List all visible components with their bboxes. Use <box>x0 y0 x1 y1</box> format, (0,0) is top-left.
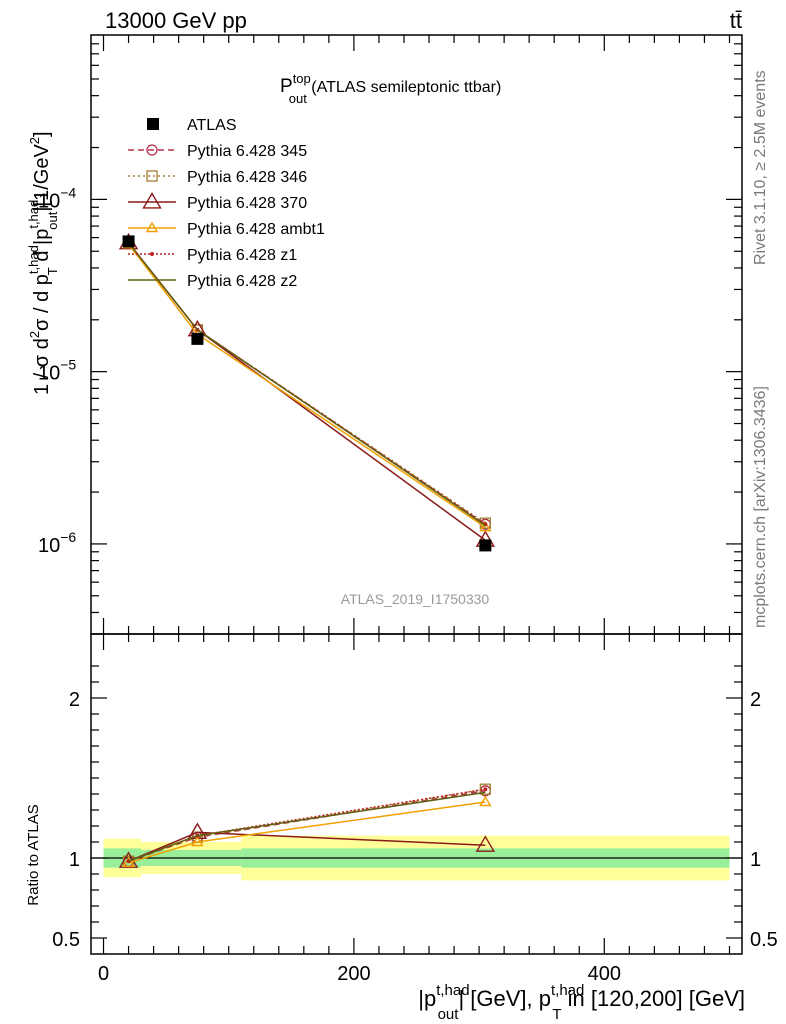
ratio-tick-label-right: 1 <box>750 849 761 871</box>
legend-marker <box>142 192 162 209</box>
series-line <box>127 242 486 527</box>
legend-label: Pythia 6.428 346 <box>187 169 307 186</box>
upper-series <box>118 232 496 552</box>
legend-label: Pythia 6.428 z2 <box>187 273 297 290</box>
ratio-series-point <box>479 783 492 795</box>
data-point <box>122 235 135 248</box>
x-axis-label: |pt,had out| [GeV], pt,had T in [120,200] … <box>418 982 745 1023</box>
ratio-tick-label-right: 0.5 <box>750 929 778 951</box>
plot-title: Ptop out (ATLAS semileptonic ttbar) <box>280 71 501 106</box>
ratio-tick-label-right: 2 <box>750 689 761 711</box>
x-tick-label: 200 <box>337 963 370 985</box>
series-line <box>127 242 486 541</box>
x-tick-label: 0 <box>98 963 109 985</box>
ratio-series-line <box>128 791 486 862</box>
legend-marker <box>150 252 154 256</box>
series-line <box>127 243 486 528</box>
ratio-series <box>118 783 496 868</box>
series-point <box>479 520 492 532</box>
data-point <box>479 539 492 552</box>
ratio-tick-label-left: 0.5 <box>52 929 80 951</box>
legend-entry: Pythia 6.428 345 <box>128 143 307 160</box>
legend-label: ATLAS <box>187 117 237 134</box>
ratio-series-point <box>122 856 135 867</box>
mcplots-label: mcplots.cern.ch [arXiv:1306.3436] <box>752 386 769 628</box>
legend-entry: Pythia 6.428 z1 <box>128 247 297 264</box>
legend-label: Pythia 6.428 370 <box>187 195 307 212</box>
x-tick-label: 400 <box>588 963 621 985</box>
legend: ATLAS Pythia 6.428 345 Pythia 6.428 346 Pyt… <box>128 117 325 290</box>
legend-entry: Pythia 6.428 370 <box>128 192 307 212</box>
upper-y-axis-label: 1 / σ d2σ / d pt,had T d |pt,had out|[1/Ge… <box>26 131 60 395</box>
ratio-series-point <box>483 787 488 792</box>
analysis-watermark: ATLAS_2019_I1750330 <box>341 591 490 607</box>
y-tick-label: 10−4 <box>38 184 76 212</box>
rivet-label: Rivet 3.1.10, ≥ 2.5M events <box>752 70 769 265</box>
ratio-panel-frame <box>90 633 743 955</box>
ratio-tick-label-left: 2 <box>69 689 80 711</box>
legend-entry: Pythia 6.428 346 <box>128 169 307 186</box>
legend-marker <box>146 170 158 182</box>
legend-swatch <box>147 118 159 130</box>
data-point <box>191 332 204 345</box>
y-tick-label: 10−6 <box>38 529 76 557</box>
ratio-tick-label-left: 1 <box>69 849 80 871</box>
ratio-series-point <box>479 795 492 807</box>
series-line <box>127 242 486 524</box>
ratio-series-line <box>128 801 486 864</box>
series-line <box>127 242 486 525</box>
axes: 10−4 10−5 10−6 2 2 1 1 0.5 0.5 0 200 400 <box>38 35 778 985</box>
legend-label: Pythia 6.428 ambt1 <box>187 221 325 238</box>
ratio-series-point <box>475 835 496 852</box>
legend-marker <box>145 221 159 233</box>
y-tick-label: 10−5 <box>38 357 76 385</box>
legend-marker <box>146 144 158 156</box>
series-line <box>127 242 486 525</box>
legend-entry: ATLAS <box>147 117 237 134</box>
energy-label: 13000 GeV pp <box>105 8 247 33</box>
legend-entry: Pythia 6.428 z2 <box>128 273 297 290</box>
ratio-y-axis-label: Ratio to ATLAS <box>25 804 42 905</box>
legend-label: Pythia 6.428 z1 <box>187 247 297 264</box>
legend-label: Pythia 6.428 345 <box>187 143 307 160</box>
process-label: tt̄ <box>730 8 742 33</box>
ratio-series-point <box>191 835 204 847</box>
ratio-series-line <box>128 831 486 862</box>
ratio-error-bands <box>91 835 742 881</box>
legend-entry: Pythia 6.428 ambt1 <box>128 221 325 238</box>
